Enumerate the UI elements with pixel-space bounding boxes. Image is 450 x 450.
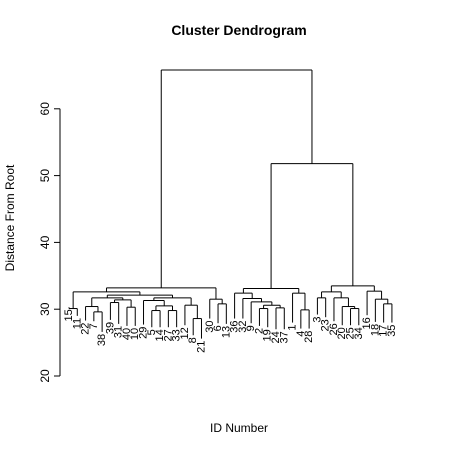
leaf-label: 27	[162, 329, 174, 341]
y-tick-label: 40	[38, 235, 52, 249]
y-axis-label: Distance From Root	[3, 164, 17, 271]
leaf-label: 21	[195, 341, 207, 353]
leaf-label: 4	[295, 331, 307, 337]
leaf-label: 9	[245, 325, 257, 331]
leaf-label: 25	[345, 327, 357, 339]
leaf-label: 30	[204, 321, 216, 333]
leaf-label: 18	[369, 324, 381, 336]
leaf-label: 7	[88, 323, 100, 329]
leaf-label: 6	[212, 325, 224, 331]
leaf-label: 2	[253, 328, 265, 334]
y-tick-label: 20	[38, 369, 52, 383]
leaf-label: 12	[179, 327, 191, 339]
leaf-label: 10	[129, 328, 141, 340]
leaf-label: 34	[353, 327, 365, 339]
leaf-label: 8	[187, 337, 199, 343]
y-tick-label: 30	[38, 302, 52, 316]
leaf-label: 36	[229, 321, 241, 333]
leaf-label: 40	[121, 328, 133, 340]
leaf-label: 33	[171, 329, 183, 341]
leaf-label: 16	[361, 317, 373, 329]
leaf-label: 29	[138, 327, 150, 339]
y-tick-label: 50	[38, 169, 52, 183]
leaf-label: 22	[80, 323, 92, 335]
chart-title: Cluster Dendrogram	[171, 22, 306, 38]
leaf-label: 5	[146, 329, 158, 335]
leaf-label: 11	[71, 318, 83, 329]
leaf-label: 35	[386, 325, 398, 337]
leaf-label: 13	[220, 326, 232, 338]
leaf-label: 3	[311, 317, 323, 323]
leaf-label: 28	[303, 331, 315, 343]
leaf-label: 31	[113, 326, 125, 338]
leaf-label: 14	[154, 329, 166, 341]
leaf-label: 20	[336, 327, 348, 339]
leaf-label: 32	[237, 321, 249, 333]
leaf-labels: 1511227383931401029514273312821306133632…	[63, 309, 398, 353]
y-tick-label: 60	[38, 102, 52, 116]
x-axis-label: ID Number	[210, 421, 268, 435]
leaf-label: 19	[262, 329, 274, 341]
leaf-label: 15	[63, 309, 75, 321]
leaf-label: 1	[287, 325, 299, 331]
leaf-label: 24	[270, 331, 282, 343]
leaf-label: 37	[278, 331, 290, 343]
leaf-label: 38	[96, 334, 108, 346]
leaf-label: 23	[320, 319, 332, 331]
leaf-label: 17	[378, 325, 390, 337]
leaf-label: 39	[104, 322, 116, 334]
dendrogram-tree	[68, 69, 393, 339]
y-axis: 20 30 40 50 60	[38, 102, 61, 383]
leaf-label: 26	[328, 323, 340, 335]
